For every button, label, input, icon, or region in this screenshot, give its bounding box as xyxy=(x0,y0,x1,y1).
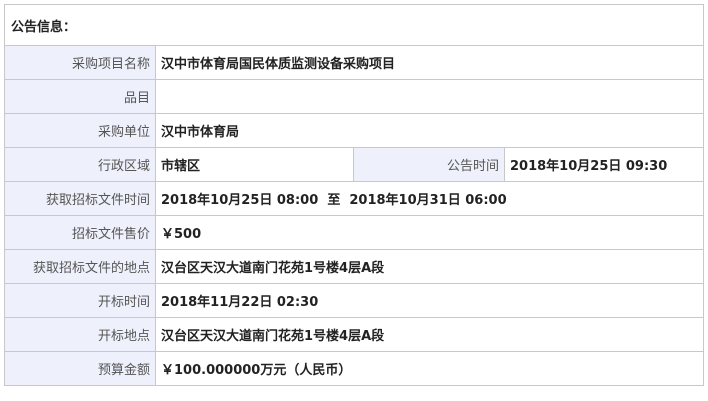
announce-time: 2018年10月25日 09:30 xyxy=(504,147,704,182)
table-row: 获取招标文件的地点 汉台区天汉大道南门花苑1号楼4层A段 xyxy=(4,249,704,284)
row-label: 预算金额 xyxy=(4,351,156,386)
announcement-info-table: 公告信息： 采购项目名称 汉中市体育局国民体质监测设备采购项目 品目 采购单位 汉中… xyxy=(4,4,704,386)
table-row: 预算金额 ￥100.000000万元（人民币） xyxy=(4,351,704,386)
section-header: 公告信息： xyxy=(4,4,704,46)
table-row: 行政区域 市辖区 公告时间 2018年10月25日 09:30 xyxy=(4,147,704,182)
purchaser: 汉中市体育局 xyxy=(155,113,704,148)
region: 市辖区 xyxy=(155,147,354,182)
table-row: 采购项目名称 汉中市体育局国民体质监测设备采购项目 xyxy=(4,45,704,80)
category-value xyxy=(155,79,704,114)
row-label: 获取招标文件的地点 xyxy=(4,249,156,284)
doc-price: ￥500 xyxy=(155,215,704,250)
table-row: 品目 xyxy=(4,79,704,114)
row-label: 采购单位 xyxy=(4,113,156,148)
doc-period: 2018年10月25日 08:00 至 2018年10月31日 06:00 xyxy=(155,181,704,216)
row-label: 开标地点 xyxy=(4,317,156,352)
bid-open-time: 2018年11月22日 02:30 xyxy=(155,283,704,318)
row-label: 采购项目名称 xyxy=(4,45,156,80)
budget: ￥100.000000万元（人民币） xyxy=(155,351,704,386)
doc-location: 汉台区天汉大道南门花苑1号楼4层A段 xyxy=(155,249,704,284)
table-row: 开标地点 汉台区天汉大道南门花苑1号楼4层A段 xyxy=(4,317,704,352)
project-name: 汉中市体育局国民体质监测设备采购项目 xyxy=(155,45,704,80)
row-label-2: 公告时间 xyxy=(353,147,505,182)
table-row: 采购单位 汉中市体育局 xyxy=(4,113,704,148)
row-label: 品目 xyxy=(4,79,156,114)
bid-open-location: 汉台区天汉大道南门花苑1号楼4层A段 xyxy=(155,317,704,352)
table-row: 开标时间 2018年11月22日 02:30 xyxy=(4,283,704,318)
table-row: 招标文件售价 ￥500 xyxy=(4,215,704,250)
row-label: 开标时间 xyxy=(4,283,156,318)
row-label: 行政区域 xyxy=(4,147,156,182)
row-label: 获取招标文件时间 xyxy=(4,181,156,216)
row-label: 招标文件售价 xyxy=(4,215,156,250)
table-row: 获取招标文件时间 2018年10月25日 08:00 至 2018年10月31日 … xyxy=(4,181,704,216)
